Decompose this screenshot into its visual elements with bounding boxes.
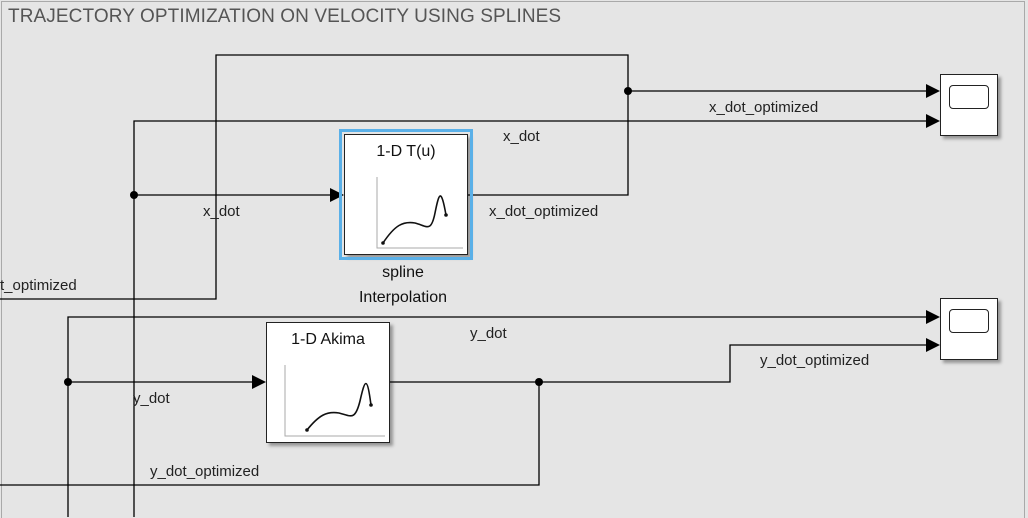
label-y-dot-input[interactable]: y_dot [133, 390, 170, 407]
arrowhead-lookup-y [252, 375, 266, 389]
label-x-dot-optimized-scope[interactable]: x_dot_optimized [709, 99, 819, 116]
area-title: TRAJECTORY OPTIMIZATION ON VELOCITY USIN… [8, 6, 562, 27]
arrowhead-scope2-port1 [926, 310, 940, 324]
lookup-table-block-x[interactable]: 1-D T(u) [339, 129, 473, 260]
arrowhead-scope1-port1 [926, 84, 940, 98]
wire-x-dot-optimized-loop [0, 54, 629, 300]
wire-x-dot-to-scope [133, 120, 926, 517]
junction-x-dot [130, 191, 138, 199]
lookup-table-block-y[interactable]: 1-D Akima [266, 322, 390, 443]
junction-x-dot-optimized [624, 87, 632, 95]
label-y-dot-optimized-bottom[interactable]: y_dot_optimized [150, 463, 260, 480]
arrowhead-scope2-port2 [926, 338, 940, 352]
lookup-x-name[interactable]: spline Interpolation [330, 260, 476, 310]
label-x-dot-scope[interactable]: x_dot [503, 128, 540, 145]
arrowhead-scope1-port2 [926, 114, 940, 128]
wire-y-dot-to-scope [67, 316, 926, 517]
lookup-x-name-line1: spline [382, 264, 424, 281]
scope-y-screen-icon [949, 309, 989, 333]
label-y-dot-optimized-scope[interactable]: y_dot_optimized [760, 352, 870, 369]
wire-x-dot-optimized-out [468, 91, 629, 196]
lookup-x-name-line2: Interpolation [358, 289, 448, 306]
lookup-curve-icon [376, 177, 463, 249]
wire-y-dot-optimized-out [390, 344, 926, 383]
lookup-y-title: 1-D Akima [291, 331, 365, 348]
scope-x-screen-icon [949, 85, 989, 109]
lookup-x-title: 1-D T(u) [376, 143, 436, 160]
scope-block-x[interactable] [940, 74, 998, 136]
junction-y-dot-optimized [535, 378, 543, 386]
junction-y-dot [64, 378, 72, 386]
arrowhead-lookup-x [330, 188, 344, 202]
akima-curve-icon [284, 365, 385, 437]
label-x-dot-optimized-left[interactable]: t_optimized [0, 277, 77, 294]
label-x-dot-optimized-out[interactable]: x_dot_optimized [489, 203, 599, 220]
scope-block-y[interactable] [940, 298, 998, 360]
wire-y-dot-optimized-loop [0, 382, 540, 486]
label-y-dot-scope[interactable]: y_dot [470, 325, 507, 342]
label-x-dot-input[interactable]: x_dot [203, 203, 240, 220]
